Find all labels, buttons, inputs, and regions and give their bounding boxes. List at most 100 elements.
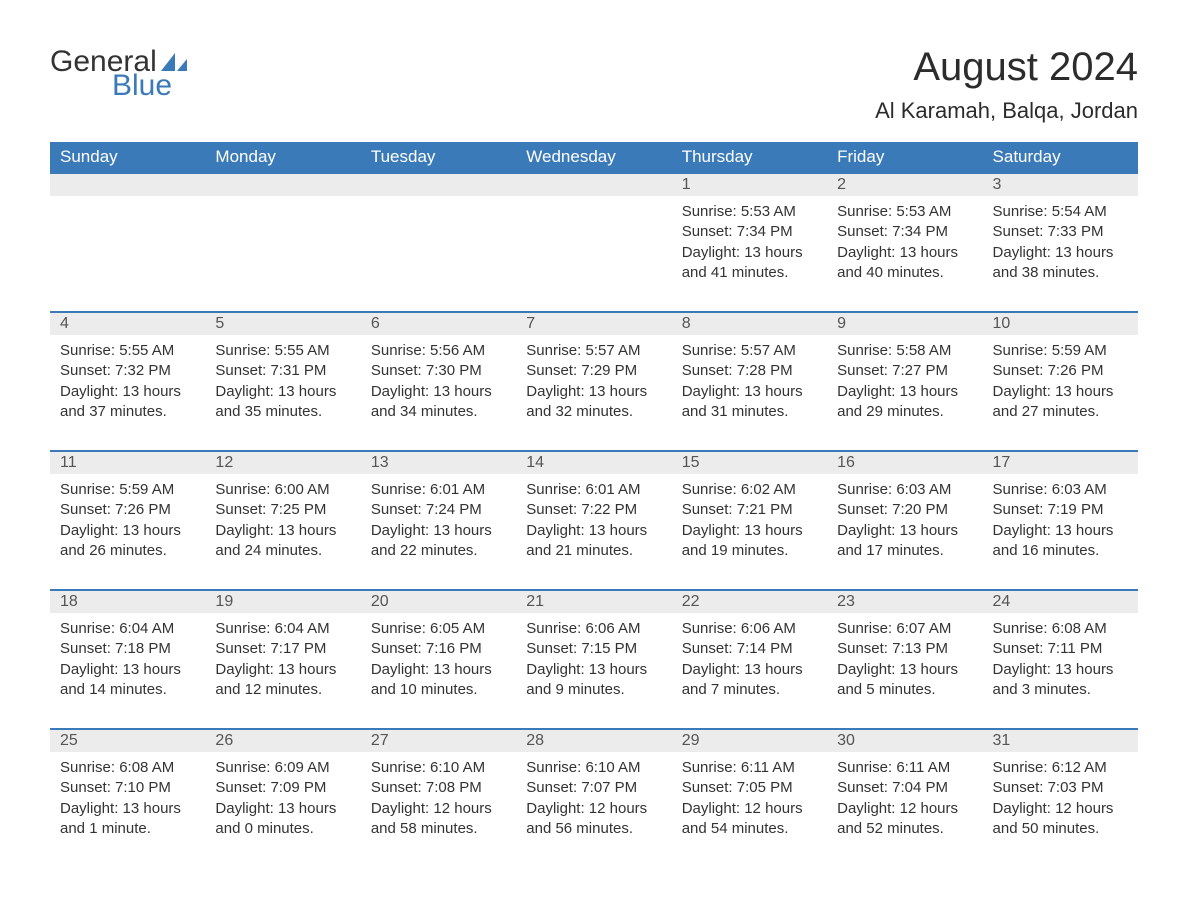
sunset-label: Sunset: — [60, 501, 111, 518]
sunset-value: 7:15 PM — [581, 640, 637, 657]
week-row: 4Sunrise: 5:55 AMSunset: 7:32 PMDaylight… — [50, 312, 1138, 451]
daylight-line: Daylight: 12 hours and 58 minutes. — [371, 799, 506, 840]
sunset-label: Sunset: — [526, 640, 577, 657]
day-body: Sunrise: 6:09 AMSunset: 7:09 PMDaylight:… — [205, 752, 360, 867]
sunrise-value: 6:01 AM — [585, 481, 640, 498]
sunset-value: 7:05 PM — [737, 779, 793, 796]
sunset-value: 7:28 PM — [737, 362, 793, 379]
sunrise-line: Sunrise: 5:55 AM — [60, 341, 195, 361]
sunrise-label: Sunrise: — [60, 481, 115, 498]
day-cell: 7Sunrise: 5:57 AMSunset: 7:29 PMDaylight… — [516, 312, 671, 451]
day-body: Sunrise: 6:06 AMSunset: 7:15 PMDaylight:… — [516, 613, 671, 728]
day-body: Sunrise: 5:53 AMSunset: 7:34 PMDaylight:… — [672, 196, 827, 311]
daylight-line: Daylight: 13 hours and 9 minutes. — [526, 660, 661, 701]
day-number: 25 — [50, 730, 205, 752]
sunrise-label: Sunrise: — [993, 620, 1048, 637]
day-number: 23 — [827, 591, 982, 613]
day-number: 30 — [827, 730, 982, 752]
day-body: Sunrise: 6:02 AMSunset: 7:21 PMDaylight:… — [672, 474, 827, 589]
day-number: 7 — [516, 313, 671, 335]
sunrise-line: Sunrise: 6:12 AM — [993, 758, 1128, 778]
sunset-label: Sunset: — [371, 640, 422, 657]
sunset-value: 7:18 PM — [115, 640, 171, 657]
daylight-line: Daylight: 13 hours and 37 minutes. — [60, 382, 195, 423]
day-number: 15 — [672, 452, 827, 474]
day-body: Sunrise: 6:12 AMSunset: 7:03 PMDaylight:… — [983, 752, 1138, 867]
day-number: 13 — [361, 452, 516, 474]
sunset-label: Sunset: — [682, 779, 733, 796]
sunrise-line: Sunrise: 5:55 AM — [215, 341, 350, 361]
sunset-label: Sunset: — [682, 362, 733, 379]
sunrise-line: Sunrise: 6:02 AM — [682, 480, 817, 500]
day-cell: 6Sunrise: 5:56 AMSunset: 7:30 PMDaylight… — [361, 312, 516, 451]
day-cell: 25Sunrise: 6:08 AMSunset: 7:10 PMDayligh… — [50, 729, 205, 867]
sunrise-line: Sunrise: 5:54 AM — [993, 202, 1128, 222]
day-cell: 29Sunrise: 6:11 AMSunset: 7:05 PMDayligh… — [672, 729, 827, 867]
sunset-line: Sunset: 7:22 PM — [526, 500, 661, 520]
day-number: 21 — [516, 591, 671, 613]
sunset-label: Sunset: — [371, 779, 422, 796]
daylight-label: Daylight: — [60, 661, 118, 678]
sunrise-label: Sunrise: — [215, 620, 270, 637]
daylight-label: Daylight: — [371, 522, 429, 539]
sunset-value: 7:08 PM — [426, 779, 482, 796]
sunrise-label: Sunrise: — [837, 203, 892, 220]
daylight-label: Daylight: — [682, 383, 740, 400]
sunrise-label: Sunrise: — [837, 759, 892, 776]
sunrise-label: Sunrise: — [371, 481, 426, 498]
day-body: Sunrise: 6:08 AMSunset: 7:10 PMDaylight:… — [50, 752, 205, 867]
sunset-value: 7:03 PM — [1048, 779, 1104, 796]
sunset-label: Sunset: — [60, 362, 111, 379]
sunset-line: Sunset: 7:17 PM — [215, 639, 350, 659]
sunrise-value: 6:07 AM — [896, 620, 951, 637]
sunset-label: Sunset: — [837, 501, 888, 518]
sunrise-line: Sunrise: 5:59 AM — [993, 341, 1128, 361]
sunset-line: Sunset: 7:30 PM — [371, 361, 506, 381]
sunrise-line: Sunrise: 5:57 AM — [526, 341, 661, 361]
sunrise-value: 6:04 AM — [275, 620, 330, 637]
sunset-label: Sunset: — [215, 362, 266, 379]
day-body-empty — [361, 196, 516, 292]
day-cell: 1Sunrise: 5:53 AMSunset: 7:34 PMDaylight… — [672, 173, 827, 312]
daylight-line: Daylight: 13 hours and 34 minutes. — [371, 382, 506, 423]
sunrise-line: Sunrise: 5:53 AM — [682, 202, 817, 222]
sunset-line: Sunset: 7:31 PM — [215, 361, 350, 381]
sunset-line: Sunset: 7:34 PM — [682, 222, 817, 242]
day-body: Sunrise: 6:03 AMSunset: 7:19 PMDaylight:… — [983, 474, 1138, 589]
daylight-label: Daylight: — [60, 800, 118, 817]
sunrise-value: 6:03 AM — [896, 481, 951, 498]
sunrise-line: Sunrise: 6:05 AM — [371, 619, 506, 639]
daylight-label: Daylight: — [215, 522, 273, 539]
day-number: 18 — [50, 591, 205, 613]
daylight-line: Daylight: 12 hours and 52 minutes. — [837, 799, 972, 840]
day-cell: 19Sunrise: 6:04 AMSunset: 7:17 PMDayligh… — [205, 590, 360, 729]
sunrise-label: Sunrise: — [837, 481, 892, 498]
sunrise-value: 6:00 AM — [275, 481, 330, 498]
sunset-line: Sunset: 7:14 PM — [682, 639, 817, 659]
daylight-line: Daylight: 13 hours and 12 minutes. — [215, 660, 350, 701]
sunrise-label: Sunrise: — [682, 759, 737, 776]
week-row: 18 Sunrise: 6:04 AM Sunset: 7:18 PM Dayligh… — [50, 590, 1138, 729]
sunrise-line: Sunrise: 6:10 AM — [526, 758, 661, 778]
sunset-line: Sunset: 7:15 PM — [526, 639, 661, 659]
sunrise-line: Sunrise: 6:00 AM — [215, 480, 350, 500]
day-number: 6 — [361, 313, 516, 335]
sunset-value: 7:22 PM — [581, 501, 637, 518]
sunrise-value: 6:02 AM — [741, 481, 796, 498]
day-body: Sunrise: 5:56 AMSunset: 7:30 PMDaylight:… — [361, 335, 516, 450]
day-number: 2 — [827, 174, 982, 196]
day-cell: 16Sunrise: 6:03 AMSunset: 7:20 PMDayligh… — [827, 451, 982, 590]
sunset-line: Sunset: 7:10 PM — [60, 778, 195, 798]
month-title: August 2024 — [875, 45, 1138, 90]
sunrise-line: Sunrise: 5:53 AM — [837, 202, 972, 222]
day-number: 5 — [205, 313, 360, 335]
daylight-line: Daylight: 12 hours and 54 minutes. — [682, 799, 817, 840]
sunrise-label: Sunrise: — [682, 481, 737, 498]
day-cell: 3Sunrise: 5:54 AMSunset: 7:33 PMDaylight… — [983, 173, 1138, 312]
sunset-line: Sunset: 7:09 PM — [215, 778, 350, 798]
dow-header: Thursday — [672, 142, 827, 173]
day-body: Sunrise: 5:59 AMSunset: 7:26 PMDaylight:… — [50, 474, 205, 589]
sunrise-value: 6:09 AM — [275, 759, 330, 776]
sunset-line: Sunset: 7:08 PM — [371, 778, 506, 798]
sunset-line: Sunset: 7:32 PM — [60, 361, 195, 381]
